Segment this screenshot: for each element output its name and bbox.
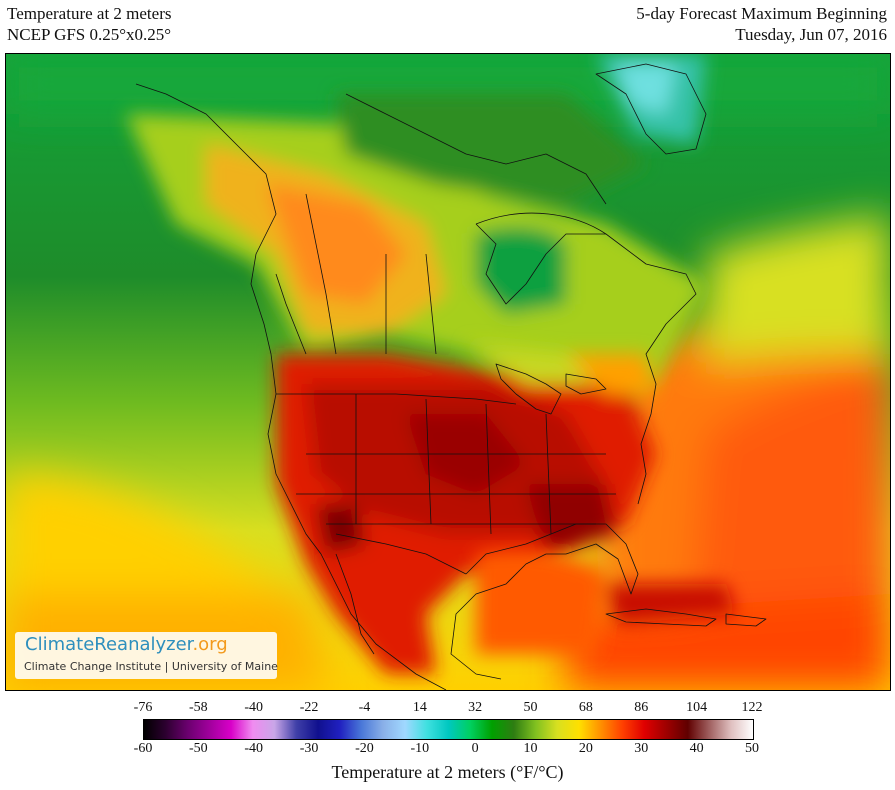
fahrenheit-tick-label: 50 [523, 700, 538, 715]
logo-domain: .org [192, 634, 228, 655]
fahrenheit-tick-label: -22 [299, 700, 319, 715]
temperature-map [5, 53, 891, 691]
map-title: Temperature at 2 meters [7, 4, 172, 23]
header-left: Temperature at 2 meters NCEP GFS 0.25°x0… [7, 3, 171, 45]
logo-subtitle: Climate Change Institute | University of… [24, 660, 278, 673]
celsius-tick-label: 10 [523, 741, 538, 756]
temperature-map-graphic [6, 54, 890, 690]
fahrenheit-tick-label: 122 [741, 700, 763, 715]
climate-reanalyzer-logo: ClimateReanalyzer.org Climate Change Ins… [15, 632, 278, 679]
forecast-type: 5-day Forecast Maximum Beginning [636, 4, 887, 23]
fahrenheit-tick-label: -58 [189, 700, 208, 715]
celsius-tick-label: 50 [745, 741, 759, 756]
celsius-tick-label: -20 [355, 741, 374, 756]
celsius-tick-label: -40 [244, 741, 264, 756]
celsius-tick-label: -10 [410, 741, 430, 756]
celsius-tick-label: 20 [578, 741, 593, 756]
celsius-tick-label: -30 [299, 741, 319, 756]
fahrenheit-tick-label: 104 [686, 700, 708, 715]
header-right: 5-day Forecast Maximum Beginning Tuesday… [636, 3, 887, 45]
fahrenheit-tick-label: 68 [578, 700, 593, 715]
temperature-colorbar [143, 719, 754, 740]
colorbar-title: Temperature at 2 meters (°F/°C) [331, 762, 564, 782]
celsius-tick-label: 30 [634, 741, 649, 756]
fahrenheit-tick-label: -4 [358, 700, 371, 715]
fahrenheit-tick-label: -76 [133, 700, 153, 715]
forecast-date: Tuesday, Jun 07, 2016 [735, 25, 887, 44]
fahrenheit-tick-label: 86 [634, 700, 649, 715]
celsius-tick-label: -60 [133, 741, 153, 756]
celsius-tick-label: 0 [471, 741, 479, 756]
celsius-tick-label: 40 [689, 741, 704, 756]
fahrenheit-tick-label: 14 [412, 700, 427, 715]
model-name: NCEP GFS 0.25°x0.25° [7, 25, 172, 44]
fahrenheit-tick-label: 32 [468, 700, 483, 715]
fahrenheit-tick-label: -40 [244, 700, 264, 715]
celsius-tick-label: -50 [189, 741, 208, 756]
logo-name: ClimateReanalyzer [25, 634, 193, 655]
